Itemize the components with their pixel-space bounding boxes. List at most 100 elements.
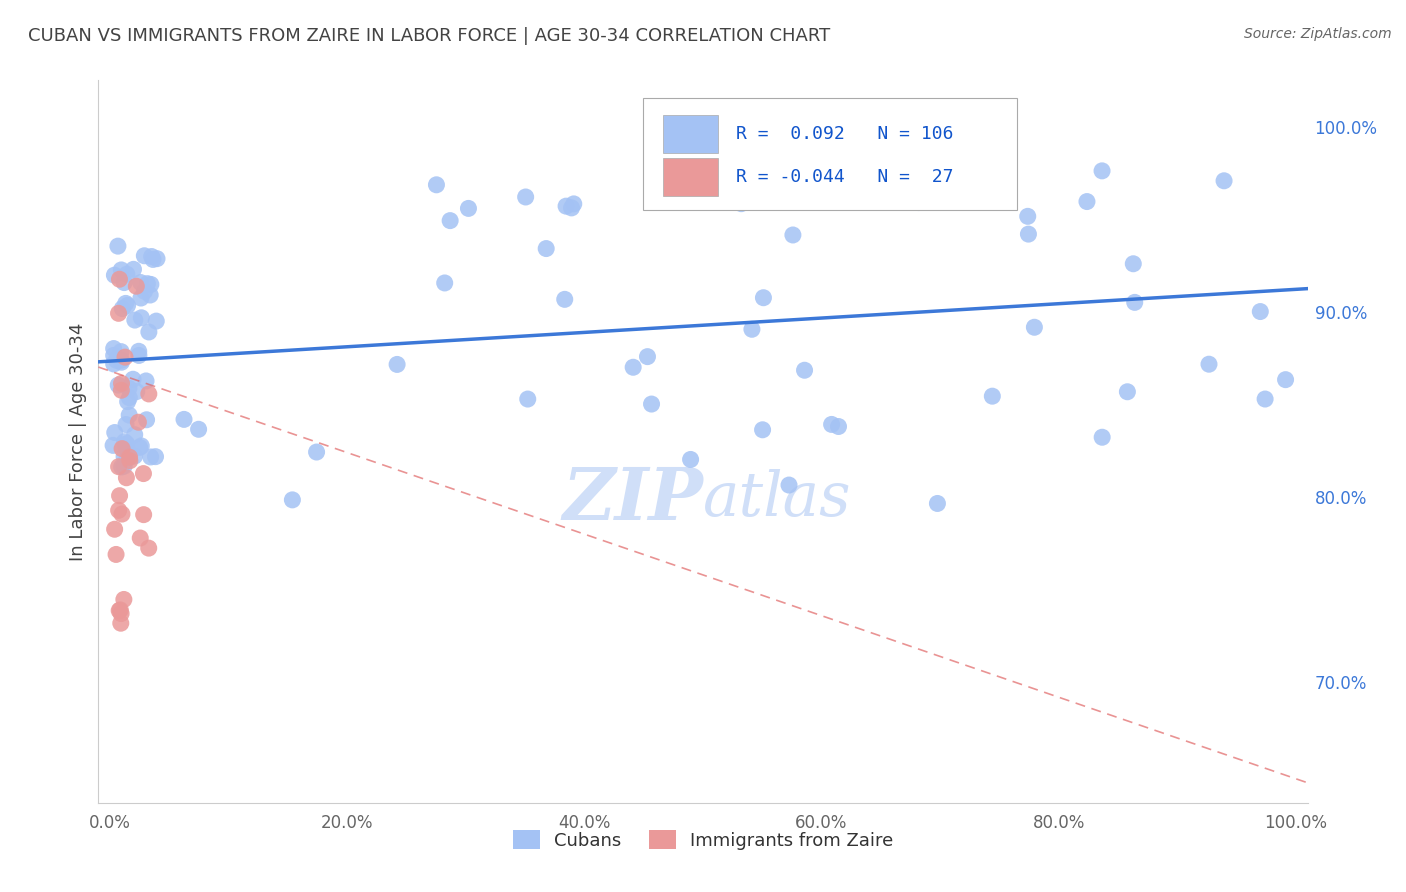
Cubans [187, 422, 209, 436]
Cubans [827, 419, 849, 434]
Cubans [920, 176, 942, 190]
Cubans [139, 288, 162, 302]
Cubans [534, 242, 557, 256]
Immigrants from Zaire [110, 376, 132, 391]
Cubans [128, 348, 150, 362]
Cubans [135, 413, 157, 427]
Cubans [1122, 257, 1144, 271]
Cubans [554, 293, 576, 307]
Cubans [111, 301, 134, 316]
Cubans [1024, 320, 1046, 334]
Cubans [118, 391, 141, 405]
Cubans [141, 250, 163, 264]
Cubans [129, 276, 152, 290]
Immigrants from Zaire [138, 541, 160, 555]
Cubans [128, 441, 150, 455]
Cubans [1254, 392, 1277, 406]
Cubans [385, 358, 408, 372]
Cubans [103, 342, 125, 356]
Cubans [1123, 295, 1146, 310]
Cubans [439, 213, 461, 227]
Legend: Cubans, Immigrants from Zaire: Cubans, Immigrants from Zaire [503, 822, 903, 859]
Cubans [1116, 384, 1139, 399]
Cubans [129, 291, 152, 305]
Text: atlas: atlas [703, 469, 852, 529]
Cubans [134, 285, 156, 299]
Immigrants from Zaire [104, 522, 127, 536]
Cubans [433, 276, 456, 290]
Cubans [103, 268, 125, 282]
Cubans [114, 296, 136, 310]
Immigrants from Zaire [107, 459, 129, 474]
Immigrants from Zaire [111, 507, 134, 521]
Cubans [782, 227, 804, 242]
Y-axis label: In Labor Force | Age 30-34: In Labor Force | Age 30-34 [69, 322, 87, 561]
Cubans [103, 348, 125, 362]
Immigrants from Zaire [132, 508, 155, 522]
Cubans [1249, 304, 1271, 318]
Cubans [173, 412, 195, 426]
Cubans [793, 363, 815, 377]
Cubans [110, 263, 132, 277]
Cubans [145, 450, 167, 464]
Immigrants from Zaire [138, 387, 160, 401]
Cubans [281, 492, 304, 507]
Cubans [1076, 194, 1098, 209]
Cubans [555, 199, 578, 213]
Cubans [128, 344, 150, 359]
Text: Source: ZipAtlas.com: Source: ZipAtlas.com [1244, 27, 1392, 41]
Immigrants from Zaire [110, 616, 132, 631]
Cubans [637, 350, 659, 364]
Cubans [115, 417, 138, 432]
Immigrants from Zaire [112, 592, 135, 607]
Immigrants from Zaire [110, 607, 132, 621]
Cubans [139, 450, 162, 464]
Cubans [145, 314, 167, 328]
Cubans [110, 353, 132, 368]
Cubans [1091, 430, 1114, 444]
Cubans [114, 434, 136, 449]
Cubans [124, 313, 146, 327]
Cubans [118, 408, 141, 422]
Cubans [122, 262, 145, 277]
Cubans [981, 389, 1004, 403]
Cubans [778, 478, 800, 492]
Immigrants from Zaire [115, 471, 138, 485]
Cubans [139, 277, 162, 292]
Bar [664, 158, 717, 196]
Cubans [134, 249, 156, 263]
Cubans [115, 436, 138, 450]
Immigrants from Zaire [114, 350, 136, 364]
Immigrants from Zaire [110, 603, 132, 617]
Text: R =  0.092   N = 106: R = 0.092 N = 106 [735, 125, 953, 143]
Cubans [112, 450, 135, 464]
Cubans [101, 438, 124, 452]
Immigrants from Zaire [108, 272, 131, 286]
Cubans [516, 392, 538, 406]
Immigrants from Zaire [127, 415, 149, 429]
Cubans [457, 202, 479, 216]
Cubans [146, 252, 169, 266]
Text: ZIP: ZIP [562, 464, 703, 535]
Cubans [820, 417, 842, 432]
Bar [664, 115, 717, 153]
Cubans [1017, 227, 1039, 241]
Cubans [105, 353, 128, 368]
Cubans [425, 178, 447, 192]
Cubans [115, 441, 138, 455]
Cubans [927, 496, 949, 510]
Cubans [115, 267, 138, 281]
Cubans [562, 197, 585, 211]
Cubans [138, 325, 160, 339]
Cubans [129, 439, 152, 453]
Immigrants from Zaire [108, 603, 131, 617]
FancyBboxPatch shape [643, 98, 1018, 211]
Cubans [515, 190, 537, 204]
Immigrants from Zaire [111, 442, 134, 456]
Cubans [131, 310, 153, 325]
Cubans [730, 196, 752, 211]
Cubans [1198, 357, 1220, 371]
Immigrants from Zaire [132, 467, 155, 481]
Cubans [103, 357, 125, 371]
Cubans [142, 252, 165, 267]
